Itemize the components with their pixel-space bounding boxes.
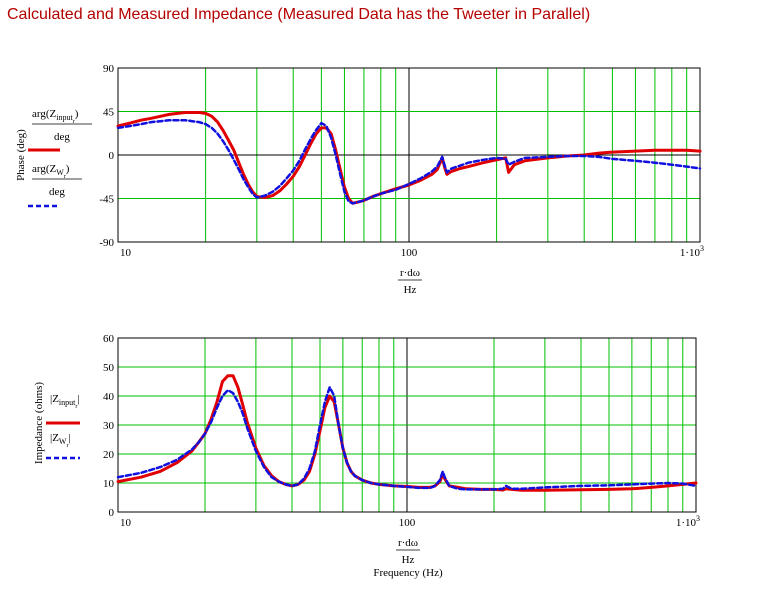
impedance-y-tick-label: 10 [103, 478, 115, 490]
phase-y-tick-label: -90 [99, 237, 114, 249]
phase-plot-frame [117, 67, 701, 243]
phase-legend-measured-numerator: arg(ZWr) [32, 163, 70, 180]
impedance-y-tick-label: 60 [103, 333, 115, 345]
impedance-x-tick-label: 100 [399, 517, 416, 529]
impedance-plot-frame [117, 337, 697, 513]
impedance-legend-measured-label: |ZWr| [50, 432, 71, 449]
phase-x-tick-labels: 10 100 1·103 [120, 244, 704, 259]
impedance-measured-line [116, 386, 698, 491]
impedance-y-tick-label: 30 [103, 420, 115, 432]
phase-legend-calculated-numerator: arg(Zinputr) [32, 108, 79, 125]
impedance-grid [118, 338, 696, 512]
phase-plot: 90 45 0 -45 -90 10 100 1·103 Phase (deg) arg(Z… [15, 63, 704, 296]
impedance-x-tick-labels: 10 100 1·103 [120, 514, 700, 529]
phase-y-tick-label: 45 [103, 107, 115, 119]
impedance-legend-measured: |ZWr| [46, 432, 80, 460]
impedance-series [116, 374, 698, 492]
phase-legend-calculated-denominator: deg [54, 131, 70, 143]
impedance-y-tick-label: 50 [103, 362, 115, 374]
phase-measured-line [116, 118, 702, 205]
phase-x-tick-label: 1·103 [680, 244, 704, 259]
impedance-y-tick-labels: 60 50 40 30 20 10 0 [103, 333, 115, 519]
phase-y-tick-label: 0 [109, 150, 115, 162]
phase-calculated-line [116, 111, 702, 205]
phase-legend-measured: arg(ZWr) deg [28, 163, 82, 208]
phase-x-axis-label-denominator: Hz [404, 284, 417, 296]
impedance-x-tick-label: 1·103 [676, 514, 700, 529]
phase-grid [118, 68, 700, 242]
phase-x-axis-label-numerator: r·dω [400, 267, 420, 279]
phase-x-tick-label: 10 [120, 247, 132, 259]
page-title: Calculated and Measured Impedance (Measu… [7, 6, 591, 23]
impedance-legend-calculated: |Zinputr| [46, 393, 80, 425]
phase-x-tick-label: 100 [401, 247, 418, 259]
impedance-x-axis-label-denominator: Hz [402, 554, 415, 566]
impedance-y-tick-label: 40 [103, 391, 115, 403]
phase-series [116, 111, 702, 205]
impedance-legend-calculated-label: |Zinputr| [50, 393, 80, 410]
phase-legend-calculated: arg(Zinputr) deg [28, 108, 92, 152]
impedance-x-axis-label-numerator: r·dω [398, 537, 418, 549]
phase-y-axis-label: Phase (deg) [15, 129, 27, 181]
phase-x-axis-label: r·dω Hz [398, 267, 422, 296]
phase-y-tick-labels: 90 45 0 -45 -90 [99, 63, 114, 249]
phase-legend-measured-denominator: deg [49, 186, 65, 198]
phase-y-tick-label: 90 [103, 63, 115, 75]
impedance-x-axis-label: r·dω Hz Frequency (Hz) [373, 537, 443, 579]
impedance-y-tick-label: 0 [109, 507, 115, 519]
phase-y-tick-label: -45 [99, 194, 114, 206]
impedance-y-tick-label: 20 [103, 449, 115, 461]
impedance-x-tick-label: 10 [120, 517, 132, 529]
impedance-y-axis-label: Impedance (ohms) [33, 382, 45, 464]
impedance-x-axis-label-frequency: Frequency (Hz) [373, 567, 443, 579]
